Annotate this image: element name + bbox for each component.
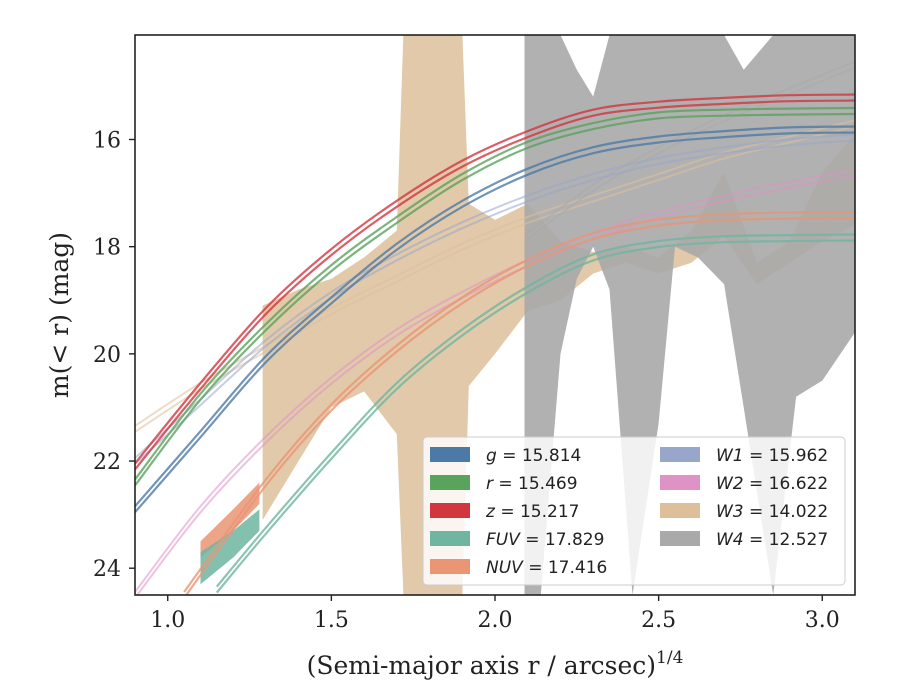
series-line-g [135,131,855,514]
y-axis-ticks: 16 18 20 22 24 [93,128,135,582]
series-line-z [135,93,855,465]
series-line-nuv [183,211,855,593]
y-tick-label: 16 [93,128,121,153]
y-tick-label: 22 [93,450,121,475]
legend-label-w1: W1 = 15.962 [716,446,828,466]
legend-swatch-g [430,447,470,462]
legend-label-z: z = 15.217 [485,502,579,522]
legend-label-nuv: NUV = 17.416 [486,558,607,578]
x-tick-label: 2.5 [641,608,676,633]
x-tick-label: 2.0 [478,608,513,633]
series-line-r [135,106,855,481]
legend-box [422,436,846,586]
series-line-w3 [135,119,855,427]
legend-label-w2: W2 = 16.622 [716,474,828,494]
x-axis-ticks: 1.0 1.5 2.0 2.5 3.0 [150,595,840,633]
legend-swatch-nuv [430,559,470,574]
legend-swatch-w4 [660,531,700,546]
legend-swatch-r [430,475,470,490]
band-w3 [262,35,855,595]
series-line-w3 [135,125,855,433]
legend-label-r: r = 15.469 [486,474,578,494]
legend-label-g: g = 15.814 [486,446,581,466]
y-tick-label: 18 [93,236,121,261]
plot-area [135,35,855,595]
series-line-nuv [184,217,855,595]
legend-swatch-z [430,503,470,518]
legend-swatch-w2 [660,475,700,490]
x-tick-label: 3.0 [805,608,840,633]
series-line-fuv [215,239,855,594]
legend-swatch-fuv [430,531,470,546]
series-line-fuv [215,233,855,588]
x-axis-title: (Semi-major axis r / arcsec)1/4 [307,648,684,680]
x-axis-title-exponent: 1/4 [656,648,683,668]
x-tick-label: 1.5 [314,608,349,633]
y-tick-label: 20 [93,343,121,368]
series-line-r [135,112,855,487]
legend: g = 15.814 r = 15.469 z = 15.217 FUV = 17.8… [422,436,846,586]
series-line-w2 [136,174,855,595]
series-line-w1 [135,139,855,465]
x-tick-label: 1.0 [150,608,185,633]
legend-swatch-w3 [660,503,700,518]
series-line-w2 [135,168,855,593]
y-tick-label: 24 [93,557,121,582]
legend-label-w4: W4 = 12.527 [716,530,828,550]
band-nuv [200,482,260,558]
legend-swatch-w1 [660,447,700,462]
series-line-w4 [527,66,855,240]
series-line-z [135,99,855,471]
series-lines [135,60,855,595]
series-line-g [135,125,855,508]
legend-label-fuv: FUV = 17.829 [486,530,604,550]
series-line-w4 [527,60,855,234]
legend-label-w3: W3 = 14.022 [716,502,828,522]
y-axis-title: m(< r) (mag) [45,232,74,398]
series-line-w1 [135,133,855,459]
band-fuv [200,509,260,585]
